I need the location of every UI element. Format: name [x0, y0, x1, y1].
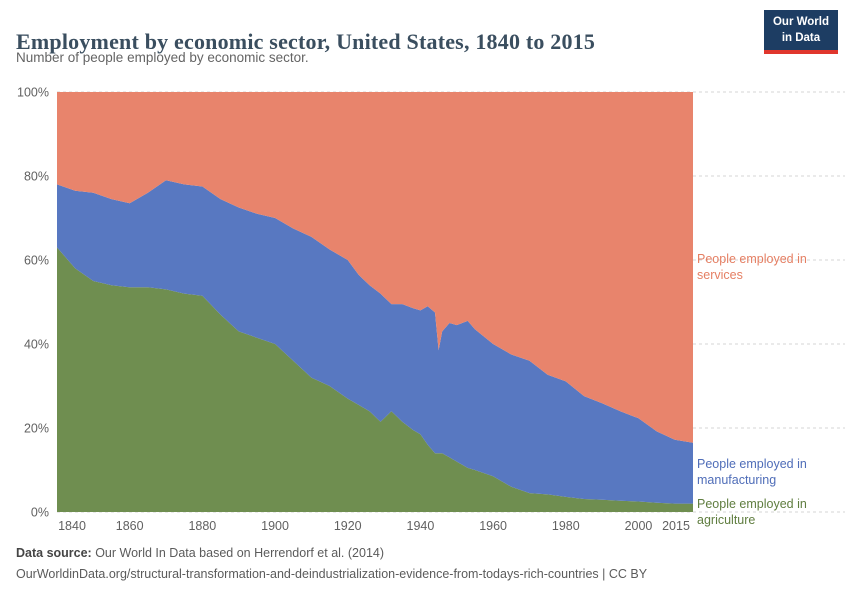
- x-tick-label: 1960: [479, 519, 507, 533]
- owid-logo[interactable]: Our World in Data: [763, 10, 838, 55]
- x-tick-label: 1860: [116, 519, 144, 533]
- owid-logo-line2: in Data: [781, 31, 821, 44]
- y-tick-label: 20%: [24, 422, 49, 436]
- x-tick-label: 1880: [188, 519, 216, 533]
- chart-subtitle: Number of people employed by economic se…: [16, 50, 309, 65]
- source-link[interactable]: OurWorldinData.org/structural-transforma…: [16, 567, 648, 581]
- x-tick-label: 2015: [662, 519, 690, 533]
- data-source-text: Our World In Data based on Herrendorf et…: [91, 546, 385, 560]
- data-source-line: Data source: Our World In Data based on …: [16, 546, 384, 560]
- x-tick-label: 1840: [58, 519, 86, 533]
- y-tick-label: 60%: [24, 254, 49, 268]
- x-tick-label: 1900: [261, 519, 289, 533]
- area-agriculture: [57, 247, 693, 512]
- series-label-manufacturing: People employed in manufacturing: [697, 457, 807, 487]
- y-tick-label: 100%: [17, 86, 49, 100]
- stacked-area-chart: 0% 20% 40% 60% 80% 100% 1840 1860 1880 1900 1920 19…: [17, 86, 845, 533]
- area-services: [57, 92, 693, 443]
- page-title: Employment by economic sector, United St…: [16, 28, 596, 54]
- data-source-label: Data source:: [16, 546, 92, 560]
- x-tick-label: 1980: [552, 519, 580, 533]
- area-manufacturing: [57, 180, 693, 504]
- y-tick-label: 80%: [24, 170, 49, 184]
- x-tick-label: 1920: [334, 519, 362, 533]
- y-tick-label: 40%: [24, 338, 49, 352]
- owid-logo-line1: Our World: [772, 16, 829, 28]
- series-label-services: People employed in services: [697, 252, 807, 282]
- x-tick-label: 1940: [407, 519, 435, 533]
- y-tick-label: 0%: [31, 506, 49, 520]
- series-label-agriculture: People employed in agriculture: [697, 497, 807, 527]
- x-tick-label: 2000: [625, 519, 653, 533]
